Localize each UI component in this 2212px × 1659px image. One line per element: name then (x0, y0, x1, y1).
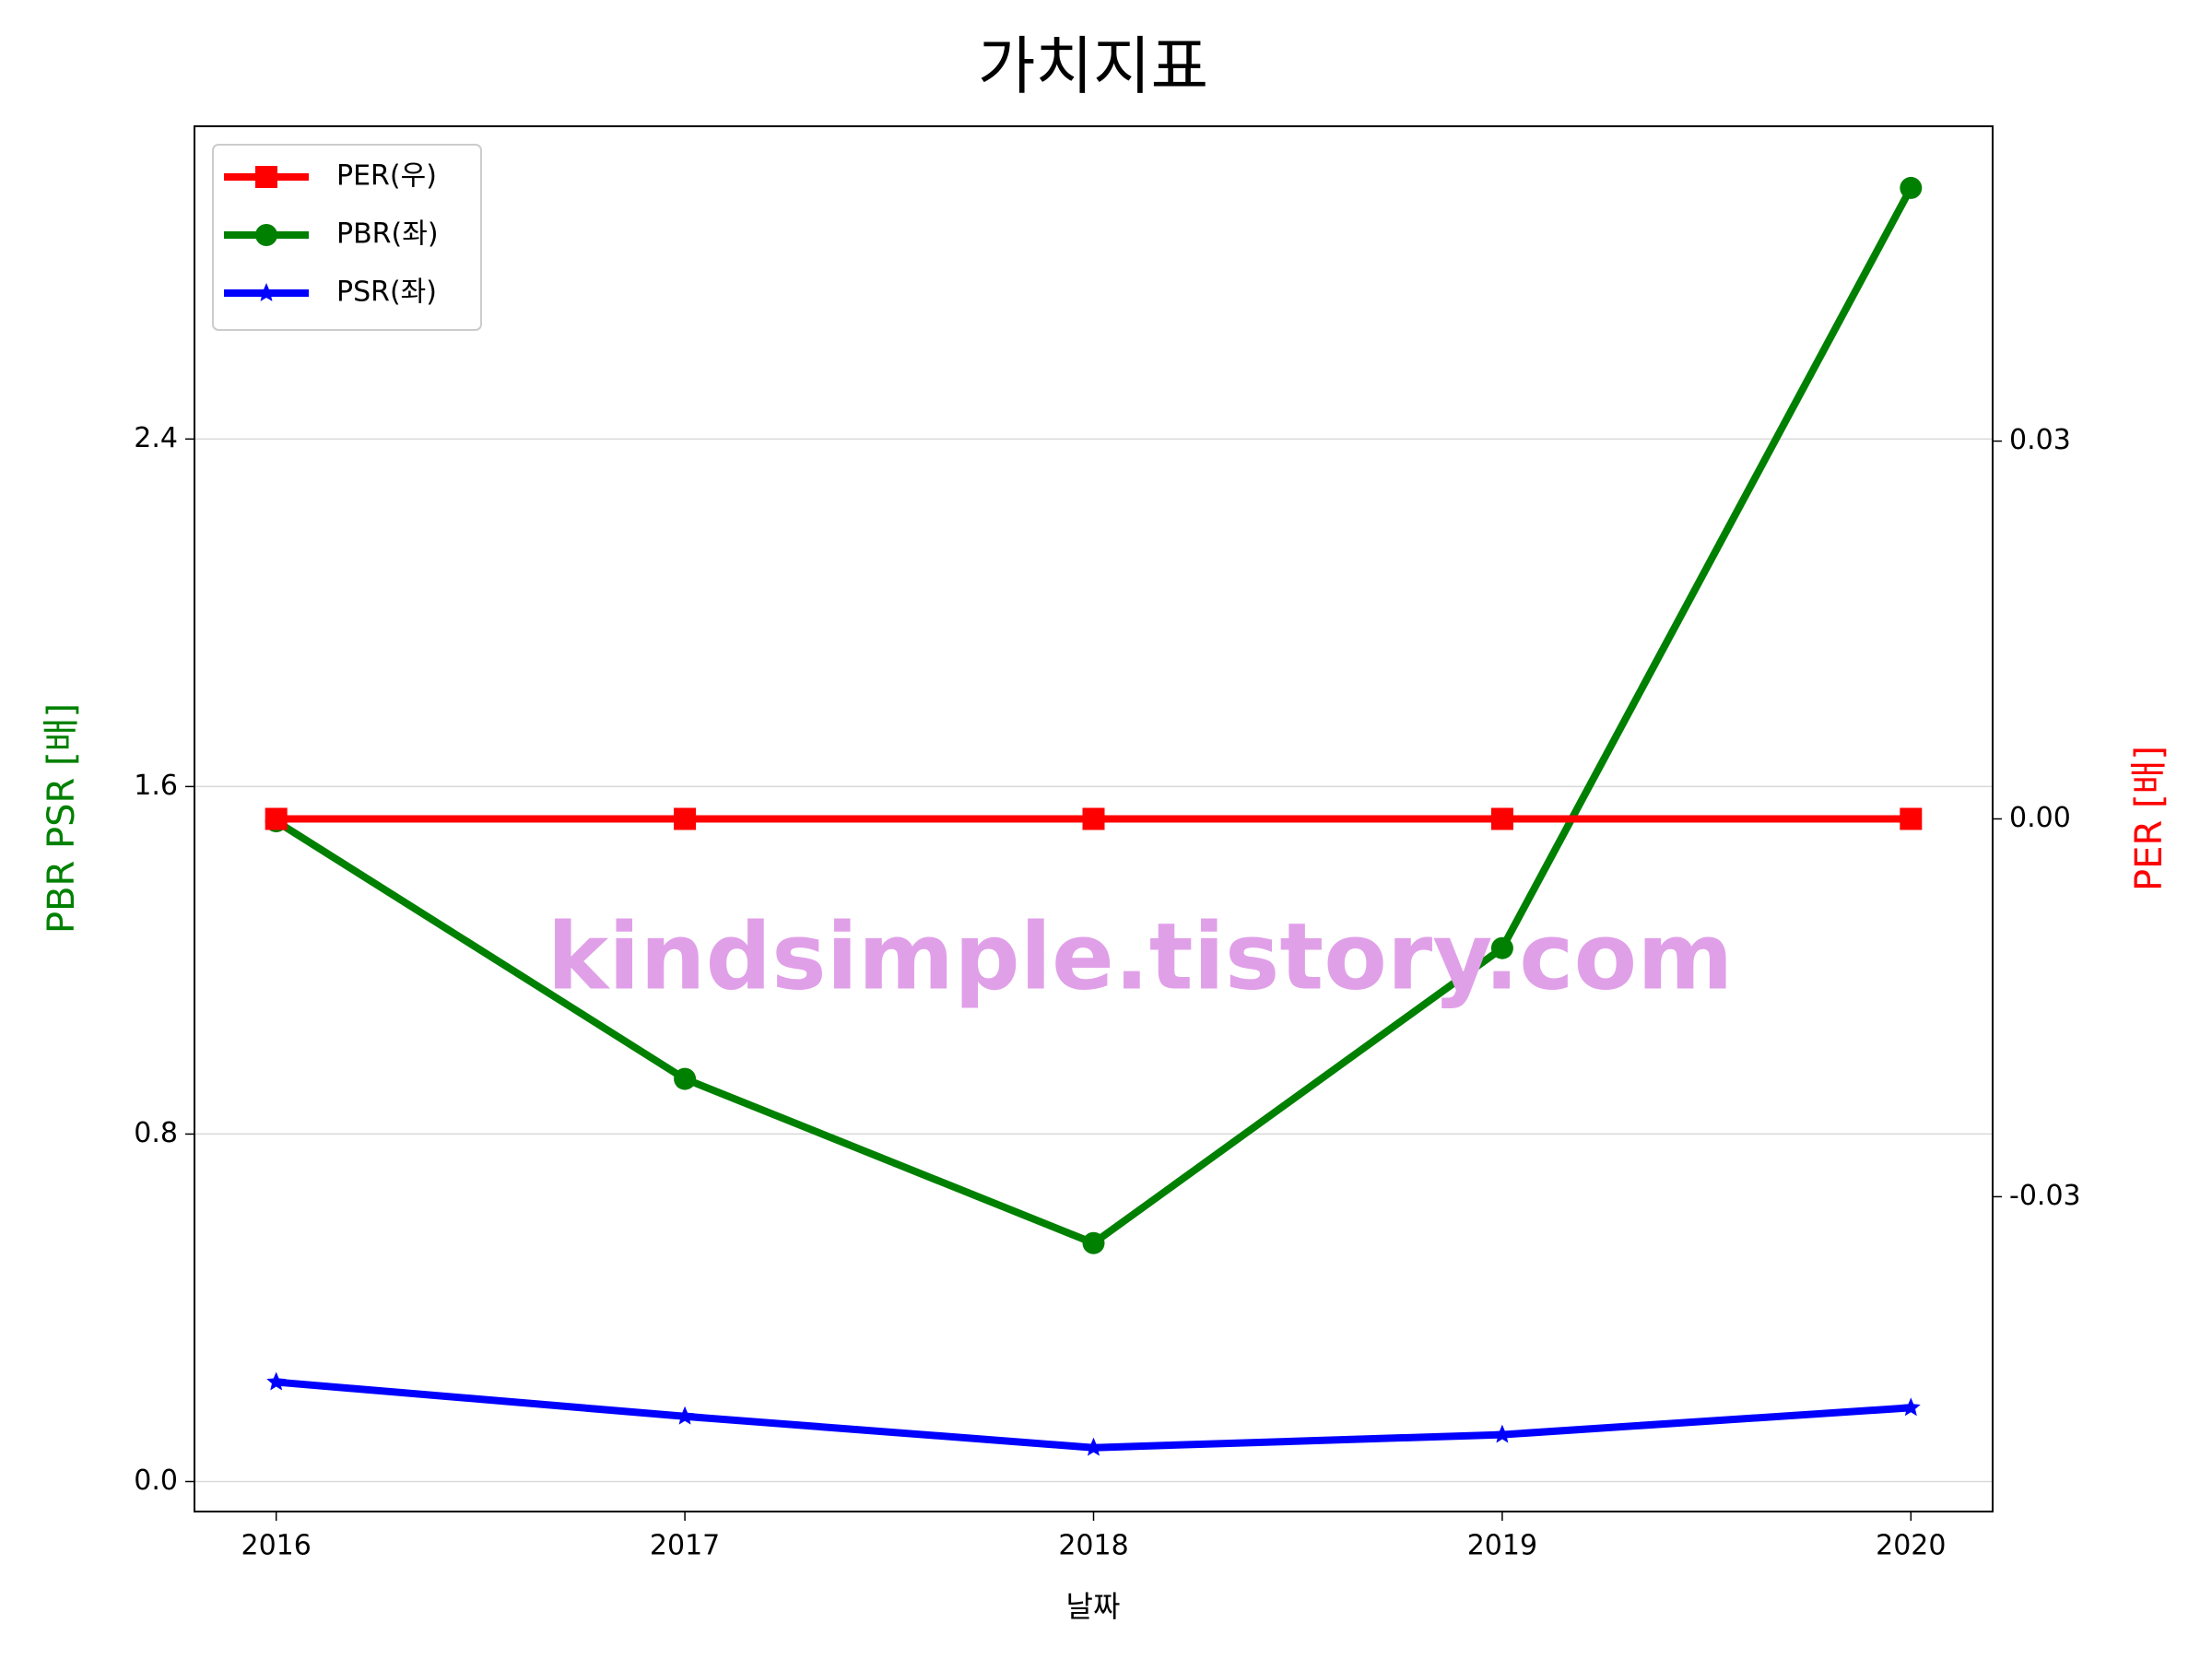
marker (1492, 1424, 1512, 1443)
marker (674, 807, 697, 830)
x-axis-label: 날짜 (1066, 1589, 1121, 1624)
x-tick-label: 2017 (650, 1530, 720, 1562)
legend: PER(우) PBR(좌) PSR(좌) (212, 144, 482, 331)
legend-marker (255, 224, 277, 246)
y-tick-label: 0.0 (134, 1465, 178, 1497)
marker (1900, 176, 1923, 199)
plot-frame (194, 125, 1994, 1512)
marker (1082, 1231, 1105, 1254)
x-tick-label: 2016 (241, 1530, 312, 1562)
marker (1082, 807, 1105, 830)
y-tick-label: 0.8 (134, 1117, 178, 1149)
legend-marker (256, 283, 276, 301)
y2-tick-label: -0.03 (2009, 1180, 2081, 1212)
legend-box (212, 144, 482, 331)
y-tick-label: 2.4 (134, 422, 178, 454)
x-tick-label: 2020 (1876, 1530, 1946, 1562)
watermark: kindsimple.tistory.com (547, 902, 1734, 1010)
y2-tick-label: 0.03 (2009, 424, 2071, 456)
legend-label: PSR(좌) (336, 276, 437, 309)
legend-label: PBR(좌) (336, 218, 439, 251)
legend-label: PER(우) (336, 160, 437, 193)
x-tick-label: 2019 (1467, 1530, 1537, 1562)
marker (1490, 807, 1513, 830)
marker (1084, 1437, 1103, 1456)
marker (675, 1406, 695, 1425)
y-axis-label: PBR PSR [배] (41, 703, 83, 934)
marker (265, 807, 288, 830)
legend-marker (255, 166, 277, 188)
y2-axis-label: PER [배] (2128, 746, 2171, 891)
marker (674, 1067, 697, 1090)
y2-tick-label: 0.00 (2009, 802, 2071, 834)
series-line (274, 186, 1914, 1247)
y-tick-label: 1.6 (134, 770, 178, 802)
chart-title: 가치지표 (978, 31, 1208, 104)
marker (1900, 1397, 1921, 1417)
marker (1900, 807, 1923, 830)
marker (266, 1371, 287, 1391)
marker (1490, 936, 1513, 959)
x-tick-label: 2018 (1058, 1530, 1128, 1562)
